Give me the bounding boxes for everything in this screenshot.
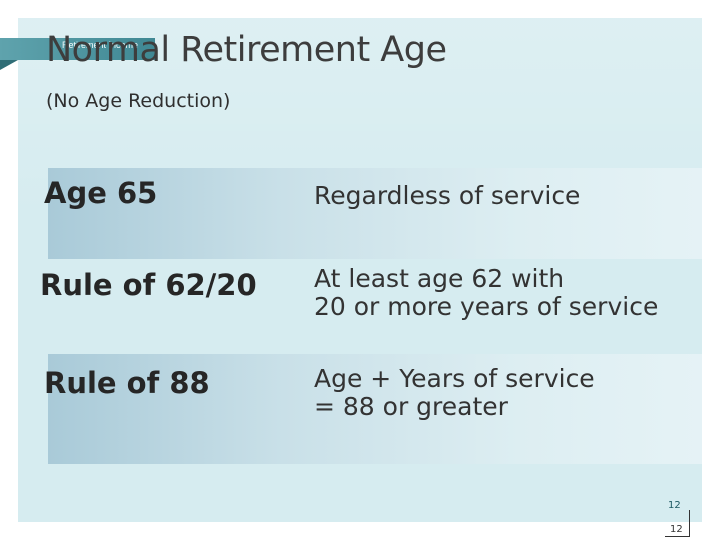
desc-line: 20 or more years of service xyxy=(314,292,659,321)
slide xyxy=(18,18,702,522)
desc-line: Age + Years of service xyxy=(314,364,595,393)
page-corner-line xyxy=(665,536,690,537)
ribbon-label: Retirement Income xyxy=(62,40,139,50)
row-desc-rule-62-20: At least age 62 with 20 or more years of… xyxy=(314,265,658,321)
row-age-65-band xyxy=(48,168,702,259)
row-label-age-65: Age 65 xyxy=(44,176,158,210)
ribbon-fold xyxy=(0,60,18,70)
row-desc-rule-88: Age + Years of service = 88 or greater xyxy=(314,365,595,421)
slide-title: Normal Retirement Age xyxy=(46,30,447,70)
page-number: 12 xyxy=(670,524,683,535)
row-label-rule-88: Rule of 88 xyxy=(44,366,210,400)
desc-line: At least age 62 with xyxy=(314,264,565,293)
slide-subtitle: (No Age Reduction) xyxy=(46,90,231,112)
row-rule-88-band xyxy=(48,354,702,464)
row-desc-age-65: Regardless of service xyxy=(314,182,580,210)
slide-page-number: 12 xyxy=(668,500,681,511)
page-corner-line xyxy=(689,510,690,536)
row-label-rule-62-20: Rule of 62/20 xyxy=(40,268,257,302)
desc-line: = 88 or greater xyxy=(314,392,508,421)
desc-line: Regardless of service xyxy=(314,181,581,210)
section-ribbon xyxy=(0,38,155,60)
